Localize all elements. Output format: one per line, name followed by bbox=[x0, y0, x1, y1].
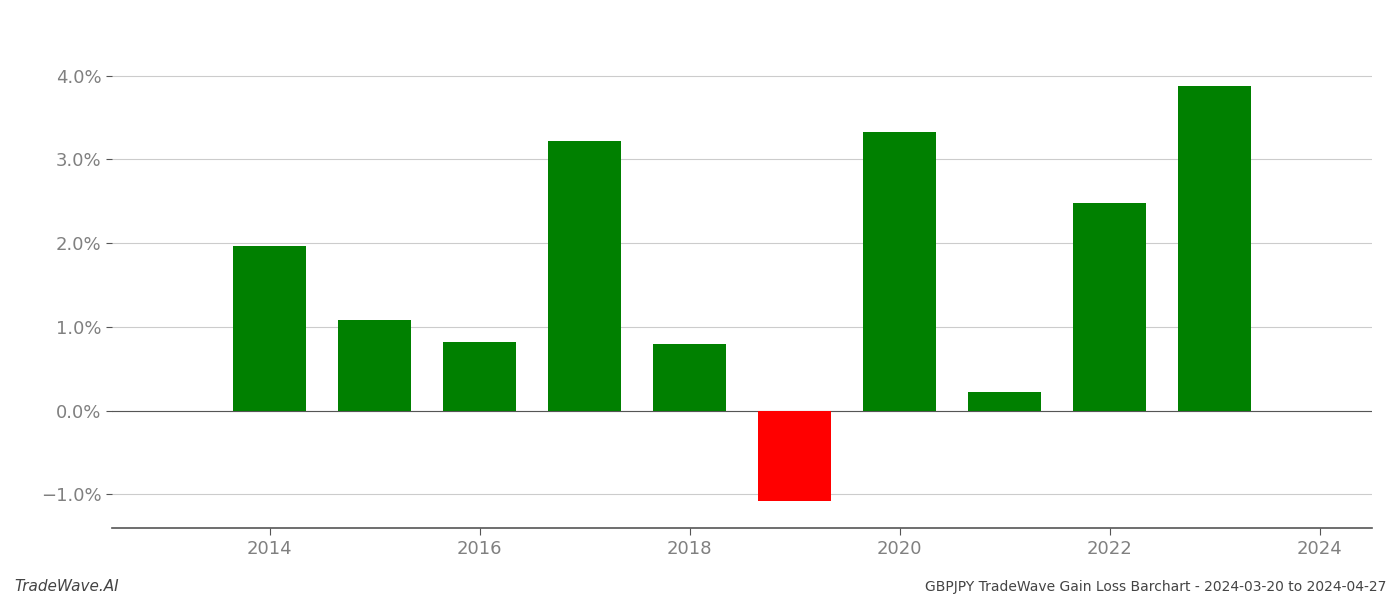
Bar bbox=[1177, 86, 1252, 410]
Text: GBPJPY TradeWave Gain Loss Barchart - 2024-03-20 to 2024-04-27: GBPJPY TradeWave Gain Loss Barchart - 20… bbox=[924, 580, 1386, 594]
Bar bbox=[547, 141, 622, 410]
Bar bbox=[232, 245, 307, 410]
Bar bbox=[337, 320, 412, 410]
Text: TradeWave.AI: TradeWave.AI bbox=[14, 579, 119, 594]
Bar bbox=[652, 344, 727, 410]
Bar bbox=[967, 392, 1042, 410]
Bar bbox=[757, 410, 832, 501]
Bar bbox=[862, 133, 937, 410]
Bar bbox=[1072, 203, 1147, 410]
Bar bbox=[442, 342, 517, 410]
